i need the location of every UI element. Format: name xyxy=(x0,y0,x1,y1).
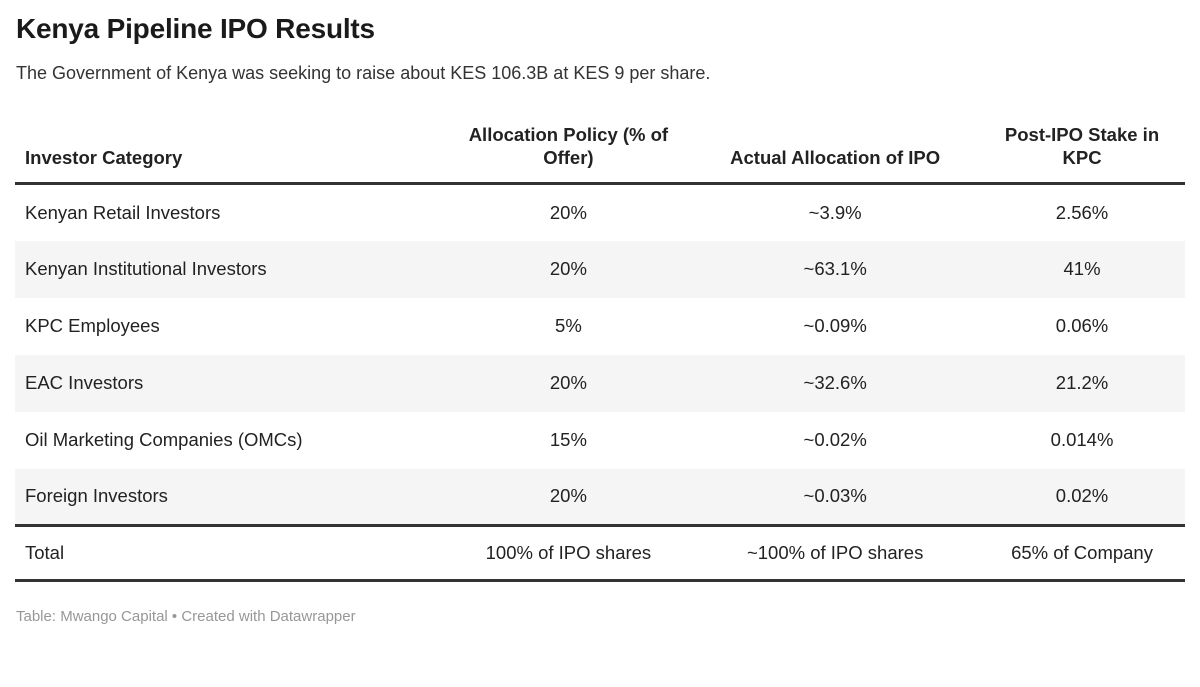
table-row: Kenyan Retail Investors 20% ~3.9% 2.56% xyxy=(15,184,1185,241)
value-cell: 21.2% xyxy=(979,354,1185,412)
row-label-cell: EAC Investors xyxy=(15,354,446,412)
row-label-cell: Kenyan Retail Investors xyxy=(25,201,221,223)
row-label-cell: Foreign Investors xyxy=(15,468,446,526)
column-header-investor-category: Investor Category xyxy=(15,122,446,186)
value-cell: 0.02% xyxy=(979,468,1185,526)
page-title: Kenya Pipeline IPO Results xyxy=(16,13,375,44)
total-cell: 100% of IPO shares xyxy=(445,524,692,583)
value-cell: ~63.1% xyxy=(691,240,980,298)
subtitle: The Government of Kenya was seeking to r… xyxy=(16,62,711,83)
data-table: Investor Category Allocation Policy (% o… xyxy=(15,122,1185,583)
table-row: Kenyan Institutional Investors 20% ~63.1% 4… xyxy=(15,240,1185,298)
row-label-cell: Oil Marketing Companies (OMCs) xyxy=(25,429,303,451)
column-header-actual-allocation: Actual Allocation of IPO xyxy=(691,122,980,186)
total-label: Total xyxy=(15,524,446,583)
total-cell: 65% of Company xyxy=(979,524,1185,583)
column-header-label: Post-IPO Stake in KPC xyxy=(1004,123,1160,169)
column-header-label: Investor Category xyxy=(25,147,183,169)
total-row: Total 100% of IPO shares ~100% of IPO sh… xyxy=(15,524,1185,583)
table-body: Kenyan Retail Investors 20% ~3.9% 2.56% Keny… xyxy=(15,184,1185,526)
value-cell: ~32.6% xyxy=(691,354,980,412)
total-cell: ~100% of IPO shares xyxy=(691,524,980,583)
table-row: EAC Investors 20% ~32.6% 21.2% xyxy=(15,354,1185,412)
table-row: Oil Marketing Companies (OMCs) 15% ~0.02% 0… xyxy=(15,412,1185,469)
value-cell: 15% xyxy=(549,429,587,451)
column-header-label: Allocation Policy (% of Offer) xyxy=(468,123,669,169)
value-cell: ~3.9% xyxy=(808,201,862,223)
column-header-label: Actual Allocation of IPO xyxy=(730,147,941,169)
value-cell: 20% xyxy=(549,201,587,223)
value-cell: ~0.02% xyxy=(803,429,867,451)
column-header-post-ipo-stake: Post-IPO Stake in KPC xyxy=(979,122,1185,186)
value-cell: ~0.09% xyxy=(803,315,867,337)
value-cell: 5% xyxy=(555,315,582,337)
row-label-cell: Kenyan Institutional Investors xyxy=(15,240,446,298)
column-header-allocation-policy: Allocation Policy (% of Offer) xyxy=(445,122,692,186)
value-cell: 20% xyxy=(445,354,692,412)
value-cell: ~0.03% xyxy=(691,468,980,526)
header-row: Investor Category Allocation Policy (% o… xyxy=(15,122,1185,186)
table-visualization: Kenya Pipeline IPO Results The Governmen… xyxy=(0,12,1200,625)
value-cell: 2.56% xyxy=(1055,201,1109,223)
table-total: Total 100% of IPO shares ~100% of IPO sh… xyxy=(15,524,1185,583)
attribution-credit: Table: Mwango Capital • Created with Dat… xyxy=(16,608,356,626)
value-cell: 20% xyxy=(445,468,692,526)
value-cell: 41% xyxy=(979,240,1185,298)
value-cell: 20% xyxy=(445,240,692,298)
value-cell: 0.014% xyxy=(1050,429,1114,451)
row-label-cell: KPC Employees xyxy=(25,315,160,337)
value-cell: 0.06% xyxy=(1055,315,1109,337)
table-row: Foreign Investors 20% ~0.03% 0.02% xyxy=(15,468,1185,526)
table-row: KPC Employees 5% ~0.09% 0.06% xyxy=(15,298,1185,355)
table-header: Investor Category Allocation Policy (% o… xyxy=(15,122,1185,186)
